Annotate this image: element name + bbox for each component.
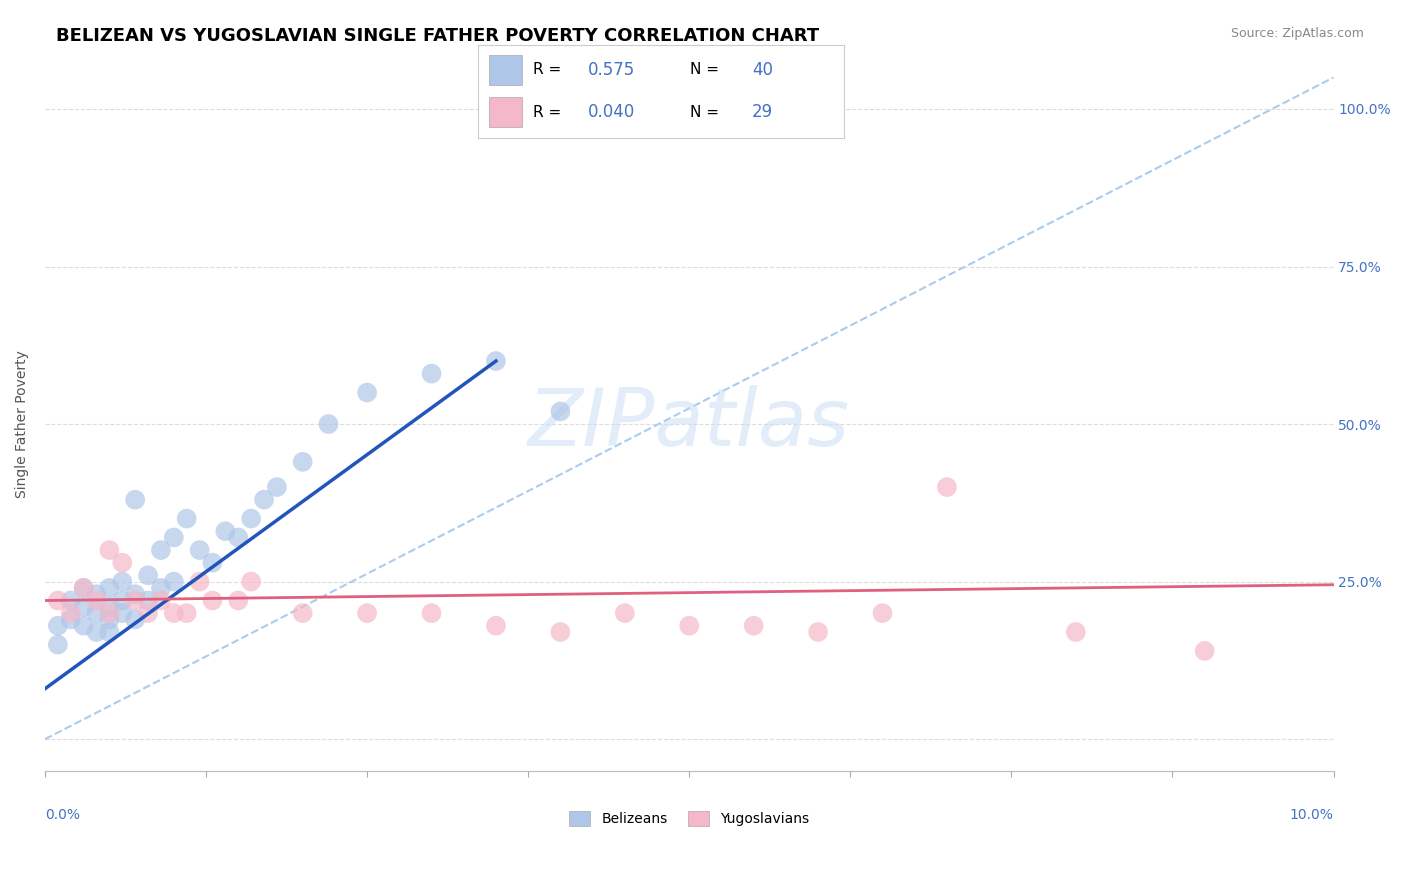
Point	[240, 511, 263, 525]
Legend: Belizeans, Yugoslavians: Belizeans, Yugoslavians	[562, 805, 817, 833]
Point	[163, 574, 186, 589]
Point	[266, 480, 288, 494]
Point	[872, 606, 894, 620]
Bar	[489, 97, 522, 127]
Point	[124, 593, 146, 607]
Bar	[489, 55, 522, 85]
Point	[111, 606, 134, 620]
Point	[1194, 644, 1216, 658]
Text: N =: N =	[690, 62, 718, 78]
Point	[72, 599, 94, 614]
Point	[124, 492, 146, 507]
Point	[124, 612, 146, 626]
Text: Source: ZipAtlas.com: Source: ZipAtlas.com	[1230, 27, 1364, 40]
Point	[98, 625, 121, 640]
Point	[240, 574, 263, 589]
Point	[420, 367, 443, 381]
Text: 0.575: 0.575	[588, 61, 636, 78]
Point	[188, 543, 211, 558]
Text: N =: N =	[690, 104, 718, 120]
Point	[149, 581, 172, 595]
Y-axis label: Single Father Poverty: Single Father Poverty	[15, 351, 30, 498]
Point	[936, 480, 959, 494]
Point	[550, 625, 572, 640]
Point	[742, 618, 765, 632]
Text: 10.0%: 10.0%	[1289, 808, 1333, 822]
Point	[72, 581, 94, 595]
Text: 0.0%: 0.0%	[45, 808, 80, 822]
Point	[485, 618, 508, 632]
Text: 40: 40	[752, 61, 773, 78]
Point	[111, 574, 134, 589]
Point	[98, 606, 121, 620]
Point	[149, 593, 172, 607]
Point	[72, 581, 94, 595]
Text: R =: R =	[533, 104, 561, 120]
Point	[318, 417, 340, 431]
Text: 0.040: 0.040	[588, 103, 636, 121]
Point	[356, 385, 378, 400]
Point	[136, 593, 159, 607]
Point	[163, 606, 186, 620]
Point	[176, 511, 198, 525]
Point	[98, 599, 121, 614]
Point	[176, 606, 198, 620]
Point	[86, 587, 108, 601]
Point	[201, 593, 224, 607]
Point	[86, 593, 108, 607]
Point	[226, 531, 249, 545]
Point	[1064, 625, 1087, 640]
Point	[46, 638, 69, 652]
Point	[253, 492, 276, 507]
Point	[59, 612, 82, 626]
Point	[163, 531, 186, 545]
Point	[59, 593, 82, 607]
Point	[807, 625, 830, 640]
Point	[214, 524, 236, 538]
Point	[550, 404, 572, 418]
Point	[111, 593, 134, 607]
Point	[485, 354, 508, 368]
Point	[98, 543, 121, 558]
Point	[98, 581, 121, 595]
Text: 29: 29	[752, 103, 773, 121]
Point	[98, 612, 121, 626]
Point	[149, 543, 172, 558]
Text: R =: R =	[533, 62, 561, 78]
Text: BELIZEAN VS YUGOSLAVIAN SINGLE FATHER POVERTY CORRELATION CHART: BELIZEAN VS YUGOSLAVIAN SINGLE FATHER PO…	[56, 27, 820, 45]
Point	[291, 606, 314, 620]
Point	[188, 574, 211, 589]
Point	[86, 606, 108, 620]
Point	[356, 606, 378, 620]
Text: ZIPatlas: ZIPatlas	[529, 385, 851, 463]
Point	[46, 618, 69, 632]
Point	[201, 556, 224, 570]
Point	[136, 568, 159, 582]
Point	[420, 606, 443, 620]
Point	[111, 556, 134, 570]
Point	[613, 606, 636, 620]
Point	[136, 606, 159, 620]
Point	[46, 593, 69, 607]
Point	[86, 625, 108, 640]
Point	[226, 593, 249, 607]
Point	[72, 618, 94, 632]
Point	[678, 618, 700, 632]
Point	[124, 587, 146, 601]
Point	[291, 455, 314, 469]
Point	[59, 606, 82, 620]
